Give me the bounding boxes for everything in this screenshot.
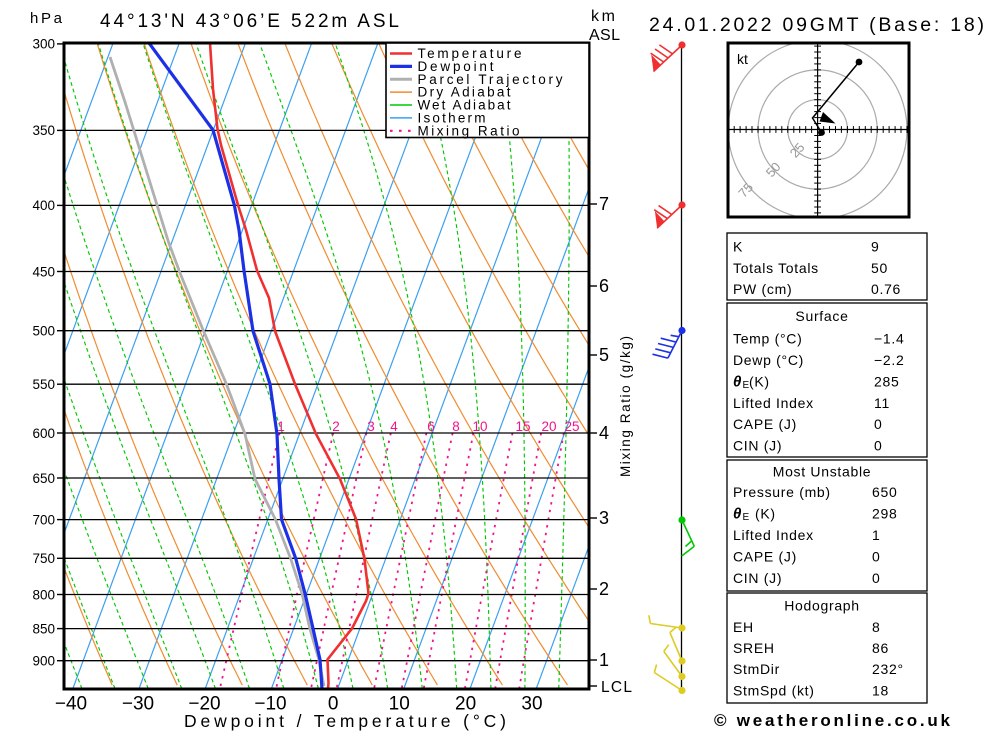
svg-text:StmDir: StmDir xyxy=(733,661,780,677)
svg-text:Pressure (mb): Pressure (mb) xyxy=(733,484,831,500)
svg-text:20: 20 xyxy=(455,694,476,715)
svg-text:Hodograph: Hodograph xyxy=(784,598,860,614)
svg-text:EH: EH xyxy=(733,619,754,635)
svg-text:Surface: Surface xyxy=(795,308,848,324)
svg-text:SREH: SREH xyxy=(733,640,775,656)
svg-text:E: E xyxy=(743,512,750,523)
svg-text:StmSpd (kt): StmSpd (kt) xyxy=(733,682,815,698)
svg-text:7: 7 xyxy=(599,194,609,214)
svg-text:44°13'N 43°06’E 522m ASL: 44°13'N 43°06’E 522m ASL xyxy=(100,11,399,32)
svg-text:400: 400 xyxy=(32,198,55,213)
svg-text:300: 300 xyxy=(32,37,55,52)
svg-text:Lifted Index: Lifted Index xyxy=(733,527,814,543)
svg-text:30: 30 xyxy=(521,694,542,715)
svg-text:0: 0 xyxy=(874,438,883,454)
svg-text:CIN (J): CIN (J) xyxy=(733,438,782,454)
svg-text:550: 550 xyxy=(32,377,55,392)
svg-text:Isotherm: Isotherm xyxy=(418,111,486,126)
svg-text:1: 1 xyxy=(872,527,881,543)
svg-text:hPa: hPa xyxy=(30,10,63,27)
svg-text:86: 86 xyxy=(872,640,889,656)
svg-text:Totals Totals: Totals Totals xyxy=(733,260,819,276)
svg-text:3: 3 xyxy=(367,419,375,434)
svg-text:232°: 232° xyxy=(872,661,904,677)
svg-text:6: 6 xyxy=(599,276,609,296)
svg-text:350: 350 xyxy=(32,123,55,138)
svg-text:2: 2 xyxy=(332,419,340,434)
svg-text:18: 18 xyxy=(872,682,889,698)
svg-text:0: 0 xyxy=(872,570,881,586)
svg-text:CAPE (J): CAPE (J) xyxy=(733,416,797,432)
svg-text:700: 700 xyxy=(32,512,55,527)
svg-text:25: 25 xyxy=(564,419,579,434)
svg-text:Dewp (°C): Dewp (°C) xyxy=(733,352,804,368)
svg-text:0.76: 0.76 xyxy=(871,281,901,297)
svg-text:−40: −40 xyxy=(55,694,87,715)
svg-text:−20: −20 xyxy=(188,694,220,715)
svg-text:500: 500 xyxy=(32,324,55,339)
svg-text:10: 10 xyxy=(389,694,410,715)
svg-text:0: 0 xyxy=(872,549,881,565)
svg-text:50: 50 xyxy=(871,260,888,276)
svg-text:285: 285 xyxy=(874,373,899,389)
svg-text:15: 15 xyxy=(515,419,530,434)
svg-text:Most Unstable: Most Unstable xyxy=(773,464,872,480)
svg-text:Wet Adiabat: Wet Adiabat xyxy=(418,98,511,113)
svg-text:Mixing Ratio: Mixing Ratio xyxy=(418,123,520,138)
svg-text:Lifted Index: Lifted Index xyxy=(733,395,814,411)
svg-text:Dewpoint: Dewpoint xyxy=(418,59,494,74)
svg-text:−2.2: −2.2 xyxy=(874,352,904,368)
svg-text:650: 650 xyxy=(872,484,897,500)
svg-text:298: 298 xyxy=(872,505,897,521)
svg-text:10: 10 xyxy=(472,419,487,434)
svg-text:Dewpoint / Temperature (°C): Dewpoint / Temperature (°C) xyxy=(184,711,506,731)
svg-text:−30: −30 xyxy=(122,694,154,715)
svg-text:km: km xyxy=(591,8,615,25)
svg-text:2: 2 xyxy=(599,579,609,599)
svg-text:CIN (J): CIN (J) xyxy=(733,570,782,586)
svg-text:450: 450 xyxy=(32,264,55,279)
svg-text:−10: −10 xyxy=(254,694,286,715)
svg-text:0: 0 xyxy=(328,694,339,715)
svg-text:1: 1 xyxy=(599,650,609,670)
svg-text:LCL: LCL xyxy=(601,679,632,696)
svg-text:Temp (°C): Temp (°C) xyxy=(733,331,802,347)
svg-text:K: K xyxy=(733,239,743,255)
svg-text:ASL: ASL xyxy=(589,27,620,44)
svg-text:24.01.2022 09GMT (Base: 18): 24.01.2022 09GMT (Base: 18) xyxy=(649,14,984,36)
svg-text:4: 4 xyxy=(390,419,398,434)
svg-text:θ: θ xyxy=(733,505,742,522)
svg-text:650: 650 xyxy=(32,471,55,486)
svg-text:6: 6 xyxy=(427,419,435,434)
svg-text:600: 600 xyxy=(32,426,55,441)
svg-text:850: 850 xyxy=(32,621,55,636)
svg-text:3: 3 xyxy=(599,508,609,528)
svg-text:8: 8 xyxy=(452,419,460,434)
svg-text:(K): (K) xyxy=(755,505,776,521)
svg-text:5: 5 xyxy=(599,345,609,365)
svg-text:(K): (K) xyxy=(749,373,770,389)
svg-text:PW (cm): PW (cm) xyxy=(733,281,792,297)
svg-text:Dry Adiabat: Dry Adiabat xyxy=(418,85,511,100)
svg-text:800: 800 xyxy=(32,587,55,602)
svg-text:900: 900 xyxy=(32,654,55,669)
svg-text:11: 11 xyxy=(874,395,890,411)
svg-text:Mixing Ratio (g/kg): Mixing Ratio (g/kg) xyxy=(618,336,633,477)
svg-text:1: 1 xyxy=(277,419,285,434)
svg-text:CAPE (J): CAPE (J) xyxy=(733,549,797,565)
svg-text:8: 8 xyxy=(872,619,881,635)
svg-text:0: 0 xyxy=(874,416,883,432)
svg-text:E: E xyxy=(743,380,750,391)
svg-text:−1.4: −1.4 xyxy=(874,331,904,347)
svg-text:20: 20 xyxy=(541,419,556,434)
svg-text:θ: θ xyxy=(733,373,742,390)
svg-text:4: 4 xyxy=(599,423,609,443)
svg-text:9: 9 xyxy=(871,239,880,255)
svg-text:750: 750 xyxy=(32,551,55,566)
svg-text:kt: kt xyxy=(737,51,748,67)
